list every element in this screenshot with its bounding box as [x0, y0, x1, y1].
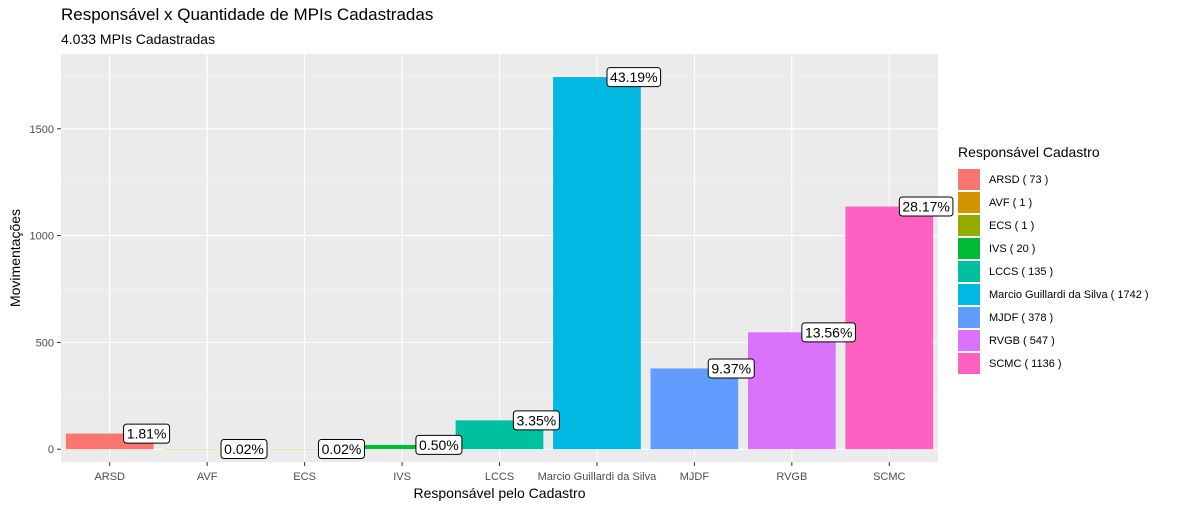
legend-label: SCMC ( 1136 ) — [989, 357, 1062, 370]
legend-item: AVF ( 1 ) — [958, 191, 1149, 214]
y-tick-label: 0 — [48, 444, 54, 456]
legend-key — [958, 330, 980, 351]
legend-key — [958, 307, 980, 328]
legend-item: ECS ( 1 ) — [958, 214, 1149, 237]
x-axis-title: Responsável pelo Cadastro — [414, 485, 586, 501]
legend-key — [958, 261, 980, 282]
legend-item: MJDF ( 378 ) — [958, 306, 1149, 329]
legend-key — [958, 284, 980, 305]
legend-key — [958, 353, 980, 374]
data-label-box — [898, 196, 954, 217]
legend-label: ECS ( 1 ) — [989, 219, 1035, 232]
bar — [845, 206, 934, 450]
x-tick-label: MJDF — [680, 471, 710, 483]
y-tick-label: 1500 — [30, 124, 54, 136]
legend-label: MJDF ( 378 ) — [989, 311, 1054, 324]
x-tick-label: RVGB — [776, 471, 807, 483]
legend-label: LCCS ( 135 ) — [989, 265, 1054, 278]
data-label-box — [317, 438, 365, 459]
data-label: 43.19% — [610, 69, 657, 85]
x-tick-label: ARSD — [94, 471, 125, 483]
y-tick-label: 1000 — [30, 231, 54, 243]
data-label-box — [220, 438, 268, 459]
legend-item: RVGB ( 547 ) — [958, 329, 1149, 352]
legend-item: ARSD ( 73 ) — [958, 168, 1149, 191]
x-tick-label: LCCS — [485, 471, 514, 483]
y-tick-label: 500 — [36, 337, 54, 349]
legend-item: Marcio Guillardi da Silva ( 1742 ) — [958, 283, 1149, 306]
data-label-box — [707, 358, 755, 379]
x-tick-label: Marcio Guillardi da Silva — [538, 471, 657, 483]
data-label: 0.02% — [224, 441, 264, 457]
legend-label: Marcio Guillardi da Silva ( 1742 ) — [989, 288, 1149, 301]
legend-item: LCCS ( 135 ) — [958, 260, 1149, 283]
x-tick-label: ECS — [293, 471, 316, 483]
bar — [358, 444, 446, 450]
bar — [650, 368, 739, 450]
bar — [747, 332, 836, 450]
data-label-box — [606, 67, 662, 88]
data-label-box — [801, 322, 856, 343]
legend-label: IVS ( 20 ) — [989, 242, 1036, 255]
legend-items: ARSD ( 73 ) AVF ( 1 ) ECS ( 1 ) IVS ( 20 ) L… — [958, 168, 1149, 375]
legend-key — [958, 238, 980, 259]
legend-title: Responsável Cadastro — [958, 144, 1100, 160]
chart-title: Responsável x Quantidade de MPIs Cadastr… — [61, 5, 434, 24]
data-label: 28.17% — [902, 199, 949, 215]
legend: Responsável Cadastro ARSD ( 73 ) AVF ( 1 … — [958, 144, 1149, 375]
y-axis-title: Movimentações — [7, 209, 23, 307]
x-tick-label: AVF — [197, 471, 218, 483]
legend-key — [958, 215, 980, 236]
data-label: 9.37% — [711, 360, 751, 376]
chart-subtitle: 4.033 MPIs Cadastradas — [61, 31, 216, 47]
legend-label: ARSD ( 73 ) — [989, 173, 1049, 186]
data-label-box — [512, 410, 560, 431]
x-tick-label: IVS — [393, 471, 411, 483]
legend-item: IVS ( 20 ) — [958, 237, 1149, 260]
data-label: 0.50% — [419, 437, 459, 453]
legend-item: SCMC ( 1136 ) — [958, 352, 1149, 375]
legend-label: RVGB ( 547 ) — [989, 334, 1055, 347]
data-label: 1.81% — [127, 426, 167, 442]
legend-key — [958, 192, 980, 213]
x-tick-label: SCMC — [873, 471, 905, 483]
data-label: 3.35% — [516, 412, 556, 428]
legend-label: AVF ( 1 ) — [989, 196, 1033, 209]
data-label-box — [415, 434, 463, 455]
legend-key — [958, 169, 980, 190]
bar — [553, 77, 641, 450]
data-label: 13.56% — [805, 324, 852, 340]
data-label: 0.02% — [322, 441, 362, 457]
data-label-box — [123, 423, 171, 444]
